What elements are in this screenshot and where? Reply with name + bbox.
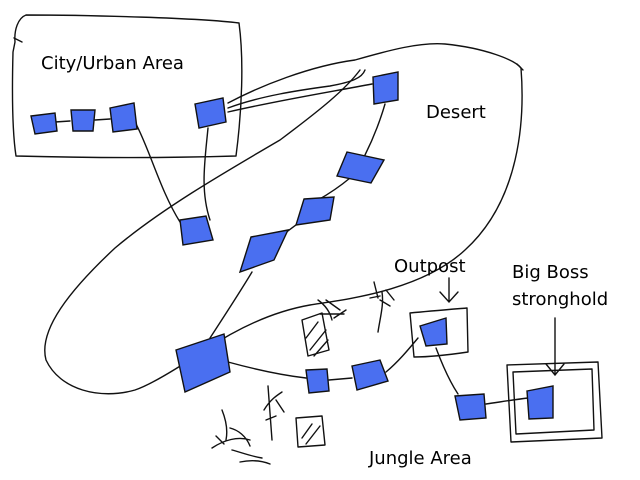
link-citygate-to-desert-entry <box>203 127 211 221</box>
city-gate-node[interactable] <box>194 97 227 129</box>
stronghold-node[interactable] <box>526 385 554 420</box>
jungle-node-4[interactable] <box>454 393 487 421</box>
outpost-node[interactable] <box>419 317 448 347</box>
stronghold-outer-box <box>506 361 603 443</box>
link-city-chain-1 <box>54 120 71 123</box>
link-jungle-1 <box>227 361 307 379</box>
link-citygate-to-desert-top <box>227 83 373 113</box>
desert-label: Desert <box>426 102 486 123</box>
desert-region-outline <box>44 42 523 395</box>
link-city-chain-2 <box>94 118 111 121</box>
outpost-box <box>409 307 469 358</box>
city-node-2[interactable] <box>70 109 96 132</box>
link-city-to-desert-entry <box>134 121 181 223</box>
link-jungle-2 <box>328 377 353 381</box>
link-outpost-down <box>435 347 459 395</box>
jungle-node-2[interactable] <box>305 368 330 394</box>
link-desert-top-down <box>364 103 386 156</box>
link-desert-to-jungle <box>209 271 253 339</box>
desert-node-5[interactable] <box>238 229 290 274</box>
city-area-label: City/Urban Area <box>41 53 184 74</box>
desert-entry-node[interactable] <box>179 215 214 246</box>
stronghold-label-line1: Big Boss <box>512 262 589 283</box>
desert-region-inner-outline <box>227 69 366 109</box>
link-jungle-to-outpost <box>385 337 419 373</box>
desert-node-4[interactable] <box>295 196 335 226</box>
jungle-node-3[interactable] <box>351 359 389 391</box>
city-node-3[interactable] <box>109 102 138 133</box>
desert-top-node[interactable] <box>372 71 399 105</box>
outpost-arrow <box>439 277 459 304</box>
jungle-area-label: Jungle Area <box>368 448 472 469</box>
outpost-label: Outpost <box>394 256 466 277</box>
city-box-corner-mark <box>13 37 23 43</box>
desert-node-3[interactable] <box>336 151 386 184</box>
city-node-1[interactable] <box>30 112 58 135</box>
stronghold-label-line2: stronghold <box>512 289 608 310</box>
jungle-entry-node[interactable] <box>175 333 231 393</box>
stronghold-inner-box <box>512 368 595 435</box>
jungle-foliage-sketch <box>211 281 395 465</box>
desert-corner-mark <box>516 63 524 71</box>
link-to-stronghold <box>485 397 529 405</box>
stronghold-arrow <box>545 317 565 377</box>
